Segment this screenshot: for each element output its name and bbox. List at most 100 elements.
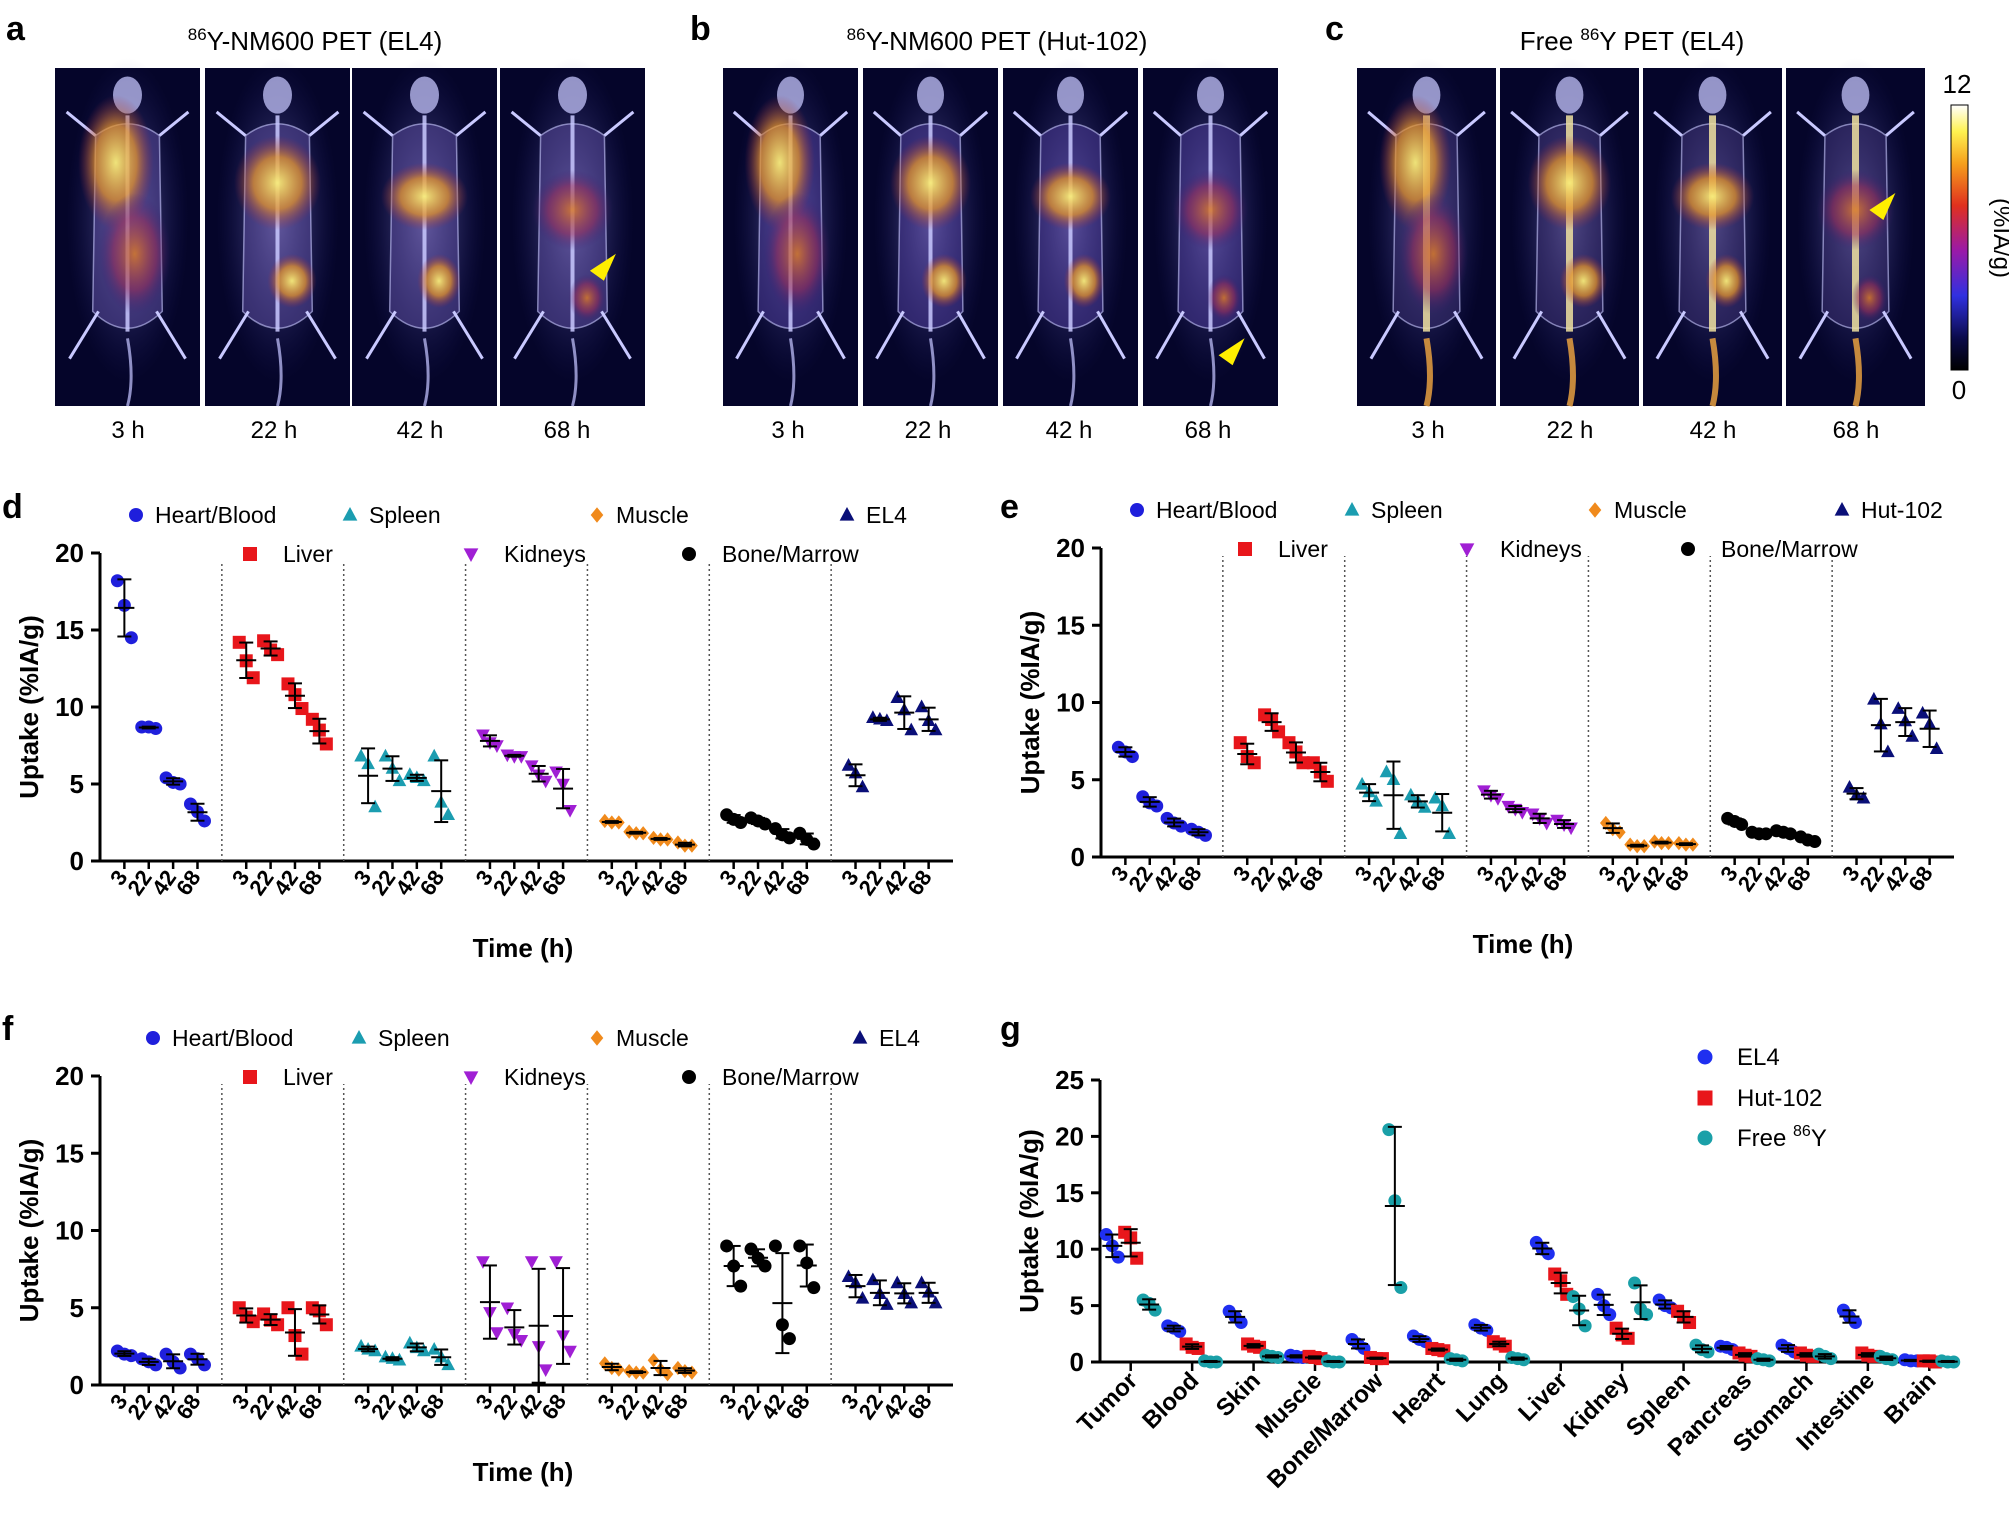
data-point-el4 [880,1297,894,1310]
pet-c-frame-3 [1643,57,1782,407]
pet-b-frame-1 [723,57,858,407]
data-point-spleen [1418,800,1432,813]
skull-shape [1698,76,1727,114]
left-hindlimb [1369,310,1400,360]
skull-shape [917,76,944,114]
skull-shape [1555,76,1584,114]
left-forelimb [1510,110,1540,137]
legend-marker [463,1071,479,1086]
tail-shape [1423,337,1433,407]
left-forelimb [1796,110,1826,137]
uptake-hotspot [1527,135,1612,231]
skull-shape [1841,76,1870,114]
uptake-hotspot [1030,162,1111,231]
pet-a-time-4: 68 h [544,417,591,444]
pet-panel-a-title-sup: 86 [188,25,207,44]
y-tick-label: 0 [1071,842,1085,872]
x-tick-label: 68 [902,1390,937,1424]
data-point-liver [1247,756,1261,770]
data-point-el4 [928,722,943,736]
data-point-spleen [1379,764,1394,778]
x-axis-title: Time (h) [473,1457,574,1487]
uptake-hotspot [234,135,321,231]
data-point-liver [319,1318,333,1332]
right-forelimb [1599,110,1629,137]
y-tick-label: 10 [55,692,84,722]
data-point-heart-blood [110,574,124,588]
pet-panel-b-title-main: Y-NM600 PET (Hut-102) [866,26,1148,56]
left-hindlimb [218,310,250,360]
legend-marker [243,1070,257,1084]
y-axis-title: Uptake (%IA/g) [14,1139,44,1322]
legend-label: Liver [283,541,333,567]
tail-shape [126,338,133,407]
y-tick-label: 0 [70,1370,84,1400]
y-tick-label: 5 [1071,765,1085,795]
legend-marker [852,1029,868,1044]
y-tick-label: 10 [1055,1234,1084,1264]
legend-marker [1130,503,1144,517]
legend-marker [1238,542,1252,556]
pet-a-frame-3 [352,57,497,407]
panel-letter-f: f [2,1010,14,1048]
skull-shape [1197,76,1224,114]
y-tick-label: 20 [55,538,84,568]
pet-b-frame-3 [1003,57,1138,407]
right-forelimb [1239,110,1269,137]
right-hindlimb [1096,310,1126,360]
legend-label: Hut-102 [1861,497,1943,523]
uptake-hotspot [1670,162,1755,231]
colorbar-unit-label: (%IA/g) [1988,198,2009,278]
legend-label-text: EL4 [1737,1044,1780,1071]
pet-panel-b: b 86Y-NM600 PET (Hut-102) 3 h 22 h 42 h … [690,10,1278,444]
panel-letter-d: d [2,488,23,526]
y-axis-title: Uptake (%IA/g) [1015,611,1045,794]
data-point-bone-marrow [782,1332,796,1346]
y-tick-label: 5 [70,769,84,799]
data-point-kidneys [563,1345,577,1359]
pet-c-frame-1 [1357,57,1496,407]
data-point-kidneys [538,1364,553,1378]
data-point-spleen [1393,826,1408,840]
left-hindlimb [1155,310,1185,360]
panel-letter-c: c [1325,10,1344,48]
uptake-hotspot [1206,274,1242,322]
tail-shape [929,338,936,407]
data-point-hut-102 [1929,741,1944,755]
legend-label: Spleen [369,502,441,528]
pet-panel-b-title: 86Y-NM600 PET (Hut-102) [847,25,1148,56]
right-hindlimb [1596,310,1627,360]
left-forelimb [1012,110,1042,137]
legend-marker [1588,502,1602,518]
pet-a-time-2: 22 h [251,417,298,444]
left-hindlimb [735,310,765,360]
legend-label: Muscle [1614,497,1687,523]
y-tick-label: 15 [55,615,84,645]
right-hindlimb [1236,310,1266,360]
x-tick-label: 68 [1538,862,1573,896]
uptake-hotspot [1172,169,1249,251]
pet-a-time-3: 42 h [397,417,444,444]
x-tick-label: 68 [415,866,450,900]
data-point-spleen [1442,826,1457,840]
y-tick-label: 5 [70,1293,84,1323]
y-tick-label: 15 [55,1138,84,1168]
data-point-free-86y [1382,1123,1396,1137]
tail-shape [1709,337,1719,407]
legend-label: Spleen [378,1025,450,1051]
right-forelimb [603,110,635,137]
left-hindlimb [513,310,545,360]
pet-panel-c-title-main: Y PET (EL4) [1599,26,1744,56]
legend-marker [590,1030,604,1046]
x-tick-label: Heart [1388,1367,1450,1429]
x-tick-label: 68 [537,1390,572,1424]
pet-a-frame-2 [205,57,350,407]
legend-label: Hut-102 [1737,1085,1822,1112]
data-point-spleen [368,799,382,813]
pet-b-time-2: 22 h [905,417,952,444]
data-point-kidneys [1515,806,1530,820]
left-hindlimb [1015,310,1045,360]
pet-c-time-1: 3 h [1411,417,1444,444]
uptake-hotspot [417,253,461,308]
